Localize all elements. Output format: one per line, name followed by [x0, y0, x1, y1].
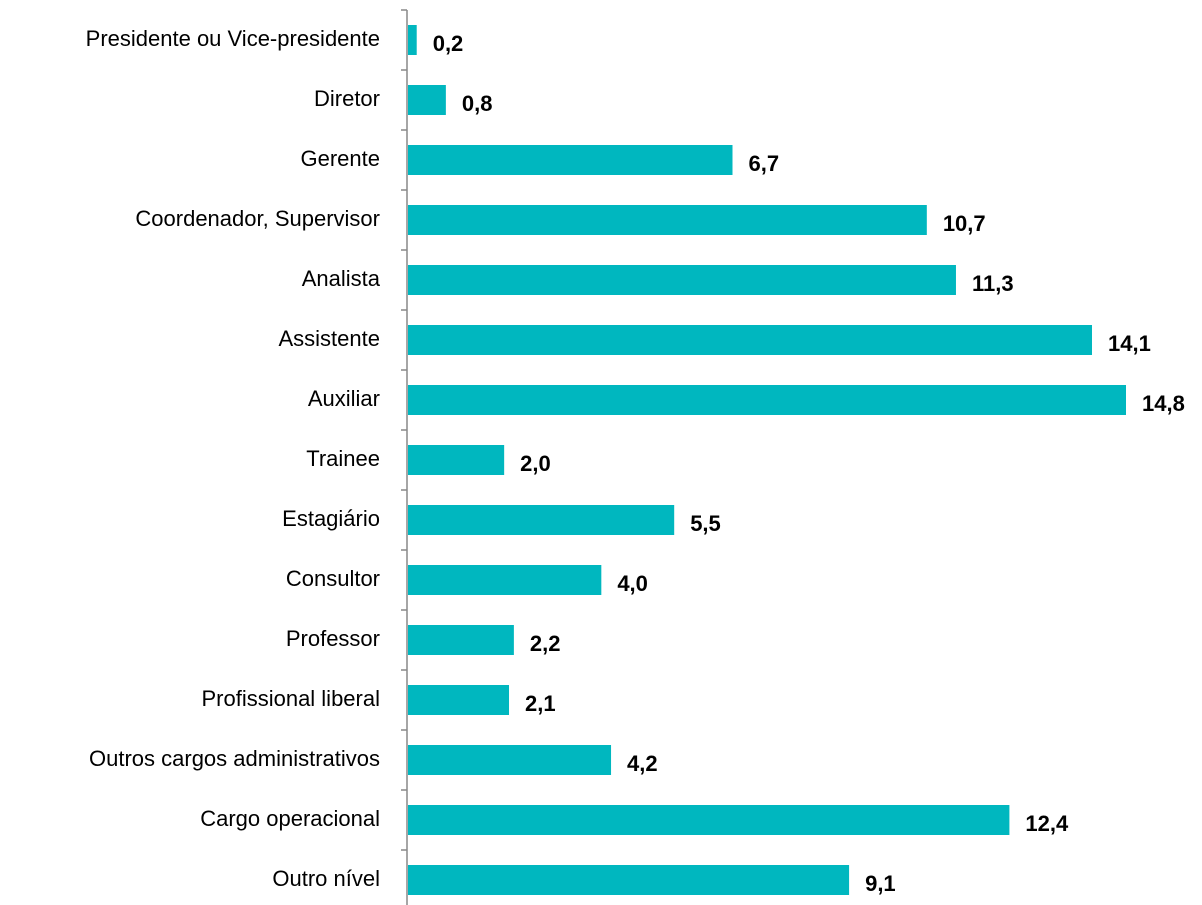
- category-label: Cargo operacional: [200, 806, 380, 831]
- value-label: 2,1: [525, 691, 556, 716]
- category-label: Estagiário: [282, 506, 380, 531]
- value-label: 14,8: [1142, 391, 1185, 416]
- category-label: Diretor: [314, 86, 380, 111]
- bar: [408, 745, 612, 775]
- bar: [408, 265, 956, 295]
- category-label: Coordenador, Supervisor: [135, 206, 380, 231]
- category-label: Presidente ou Vice-presidente: [86, 26, 380, 51]
- bar: [408, 565, 602, 595]
- category-label: Outro nível: [272, 866, 380, 891]
- bar: [408, 865, 850, 895]
- bar: [408, 685, 510, 715]
- category-label: Assistente: [279, 326, 381, 351]
- value-label: 5,5: [690, 511, 721, 536]
- bar: [408, 205, 927, 235]
- category-label: Analista: [302, 266, 381, 291]
- value-label: 2,2: [530, 631, 561, 656]
- value-label: 6,7: [748, 151, 779, 176]
- category-label: Profissional liberal: [201, 686, 380, 711]
- value-label: 4,0: [617, 571, 648, 596]
- category-label: Consultor: [286, 566, 380, 591]
- bar: [408, 25, 417, 55]
- bar: [408, 445, 505, 475]
- value-label: 4,2: [627, 751, 658, 776]
- value-label: 12,4: [1025, 811, 1069, 836]
- bar: [408, 385, 1126, 415]
- category-label: Outros cargos administrativos: [89, 746, 380, 771]
- bar: [408, 625, 514, 655]
- value-label: 9,1: [865, 871, 896, 896]
- category-label: Auxiliar: [308, 386, 380, 411]
- bar: [408, 325, 1092, 355]
- value-label: 0,2: [433, 31, 464, 56]
- value-label: 11,3: [972, 271, 1014, 296]
- category-label: Gerente: [301, 146, 381, 171]
- bar: [408, 805, 1010, 835]
- value-label: 10,7: [943, 211, 986, 236]
- value-label: 14,1: [1108, 331, 1151, 356]
- category-label: Trainee: [306, 446, 380, 471]
- value-label: 2,0: [520, 451, 551, 476]
- bar: [408, 85, 446, 115]
- bar: [408, 505, 675, 535]
- category-label: Professor: [286, 626, 380, 651]
- bar: [408, 145, 733, 175]
- value-label: 0,8: [462, 91, 493, 116]
